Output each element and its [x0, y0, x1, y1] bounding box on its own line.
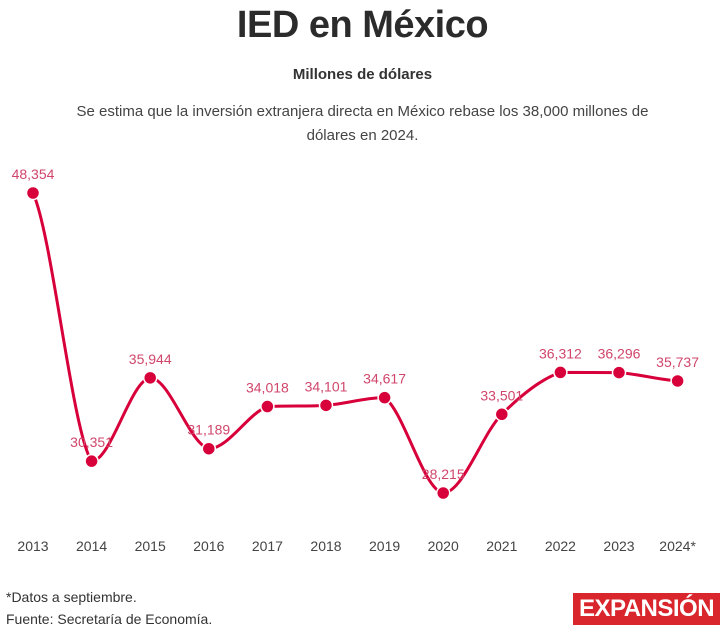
data-point[interactable] [142, 370, 158, 386]
data-label: 35,737 [656, 354, 699, 370]
series-line [31, 192, 678, 495]
data-label: 34,101 [305, 378, 348, 394]
x-tick-label: 2021 [486, 538, 517, 554]
data-point[interactable] [201, 441, 217, 456]
x-tick-label: 2014 [76, 538, 107, 554]
data-point[interactable] [84, 453, 99, 469]
data-point[interactable] [377, 390, 392, 405]
x-tick-label: 2013 [17, 538, 48, 554]
data-label: 28,215 [422, 466, 465, 482]
chart-description: Se estima que la inversión extranjera di… [76, 103, 649, 144]
data-label: 34,617 [363, 371, 406, 387]
data-point[interactable] [553, 365, 568, 380]
data-point[interactable] [494, 407, 510, 422]
data-label: 33,501 [480, 387, 523, 403]
data-labels-layer: 48,354 30,351 35,944 31,189 34,018 34,101 34,6… [12, 166, 700, 482]
data-points-layer [25, 185, 685, 501]
data-label: 36,296 [598, 346, 641, 362]
series-line-layer [31, 192, 678, 495]
x-tick-label: 2022 [545, 538, 576, 554]
data-label: 30,351 [70, 434, 113, 450]
data-label: 35,944 [129, 351, 172, 367]
data-label: 31,189 [187, 422, 230, 438]
data-point[interactable] [611, 365, 627, 380]
x-tick-label: 2018 [310, 538, 341, 554]
data-point[interactable] [25, 185, 41, 201]
x-tick-label: 2019 [369, 538, 400, 554]
data-label: 48,354 [12, 166, 55, 182]
x-tick-label: 2017 [252, 538, 283, 554]
x-axis-ticks: 2013 2014 2015 2016 2017 2018 2019 2020 2021 2022… [17, 538, 696, 554]
data-point[interactable] [435, 485, 451, 501]
x-tick-label: 2020 [428, 538, 459, 554]
chart-subtitle: Millones de dólares [292, 66, 433, 83]
expansion-logo: EXPANSIÓN [573, 593, 720, 625]
data-point[interactable] [260, 399, 275, 414]
source-note: Fuente: Secretaría de Economía. [6, 611, 213, 627]
data-label: 36,312 [539, 345, 582, 361]
x-tick-label: 2015 [135, 538, 166, 554]
data-point[interactable] [318, 398, 334, 413]
x-tick-label: 2023 [603, 538, 634, 554]
x-tick-label: 2016 [193, 538, 224, 554]
chart-title: IED en México [236, 4, 489, 46]
data-label: 34,018 [246, 380, 289, 396]
footnote: *Datos a septiembre. [6, 589, 137, 605]
x-tick-label: 2024* [659, 538, 696, 554]
data-point[interactable] [670, 373, 685, 389]
